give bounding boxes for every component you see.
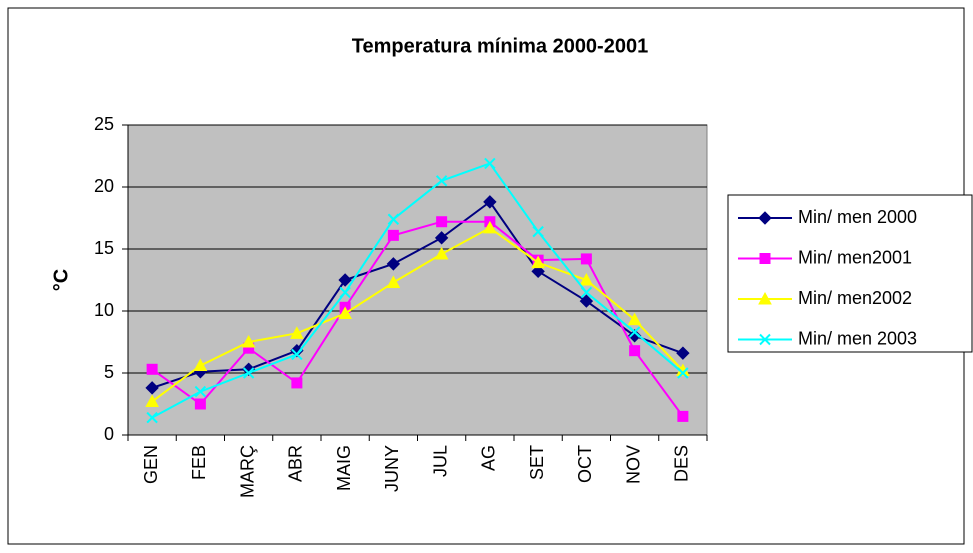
data-point	[435, 175, 448, 187]
data-point	[677, 410, 689, 422]
data-point	[146, 363, 158, 375]
data-point	[579, 294, 594, 308]
legend-box	[727, 194, 973, 353]
data-point	[580, 253, 592, 265]
legend-marker	[758, 211, 772, 225]
x-tick-label: DES	[672, 445, 692, 482]
data-point	[146, 411, 158, 424]
legend-label: Min/ men2002	[798, 288, 912, 308]
data-point	[145, 381, 159, 395]
data-point	[338, 273, 352, 287]
y-tick-label: 15	[94, 238, 114, 258]
x-tick-label: JUL	[430, 445, 450, 477]
x-tick-label: JUNY	[382, 445, 402, 492]
data-point	[627, 312, 642, 326]
data-point	[436, 216, 448, 228]
data-point	[434, 246, 449, 260]
x-tick-label: ABR	[286, 445, 306, 482]
data-point	[291, 348, 303, 361]
data-point	[387, 213, 400, 225]
data-point	[291, 377, 303, 389]
y-tick-label: 25	[94, 114, 114, 134]
data-point	[194, 385, 207, 398]
chart-title: Temperatura mínima 2000-2001	[352, 35, 648, 57]
legend-marker	[759, 253, 771, 264]
data-point	[628, 326, 641, 338]
legend-label: Min/ men2001	[798, 247, 912, 267]
legend-label: Min/ men 2000	[798, 207, 917, 227]
x-tick-label: FEB	[189, 445, 209, 480]
data-point	[386, 257, 401, 271]
data-point	[241, 334, 256, 348]
legend-marker	[759, 333, 771, 346]
data-point	[145, 394, 159, 408]
data-point	[483, 195, 497, 209]
data-point	[484, 157, 496, 170]
data-point	[580, 286, 593, 299]
data-point	[579, 272, 594, 286]
data-point	[290, 326, 304, 339]
data-point	[339, 286, 351, 299]
x-tick-label: MAIG	[334, 445, 354, 491]
data-point	[627, 329, 642, 343]
data-point	[531, 255, 545, 269]
data-point	[338, 306, 352, 319]
data-point	[194, 398, 206, 410]
legend-marker	[758, 291, 772, 305]
series-line	[151, 162, 684, 419]
data-point	[483, 220, 497, 234]
series-line	[151, 226, 684, 403]
data-point	[434, 231, 449, 245]
y-tick-label: 10	[94, 300, 114, 320]
data-point	[677, 367, 689, 379]
x-tick-label: GEN	[141, 445, 161, 484]
series-line	[151, 220, 684, 417]
legend-label: Min/ men 2003	[798, 328, 917, 348]
data-point	[387, 229, 399, 241]
x-tick-label: SET	[527, 445, 547, 480]
data-point	[676, 346, 690, 360]
data-point	[532, 225, 544, 238]
data-point	[386, 275, 401, 288]
x-tick-label: OCT	[575, 445, 595, 483]
x-tick-label: AG	[479, 445, 499, 471]
x-tick-label: NOV	[623, 445, 643, 484]
data-point	[531, 264, 545, 279]
y-tick-label: 20	[94, 176, 114, 196]
x-tick-label: MARÇ	[237, 445, 257, 498]
data-point	[629, 345, 641, 357]
y-axis-label: °C	[50, 269, 72, 291]
y-tick-label: 0	[104, 424, 114, 444]
data-point	[193, 358, 208, 372]
y-tick-label: 5	[104, 362, 114, 382]
series-line	[151, 200, 684, 389]
data-point	[242, 367, 255, 379]
